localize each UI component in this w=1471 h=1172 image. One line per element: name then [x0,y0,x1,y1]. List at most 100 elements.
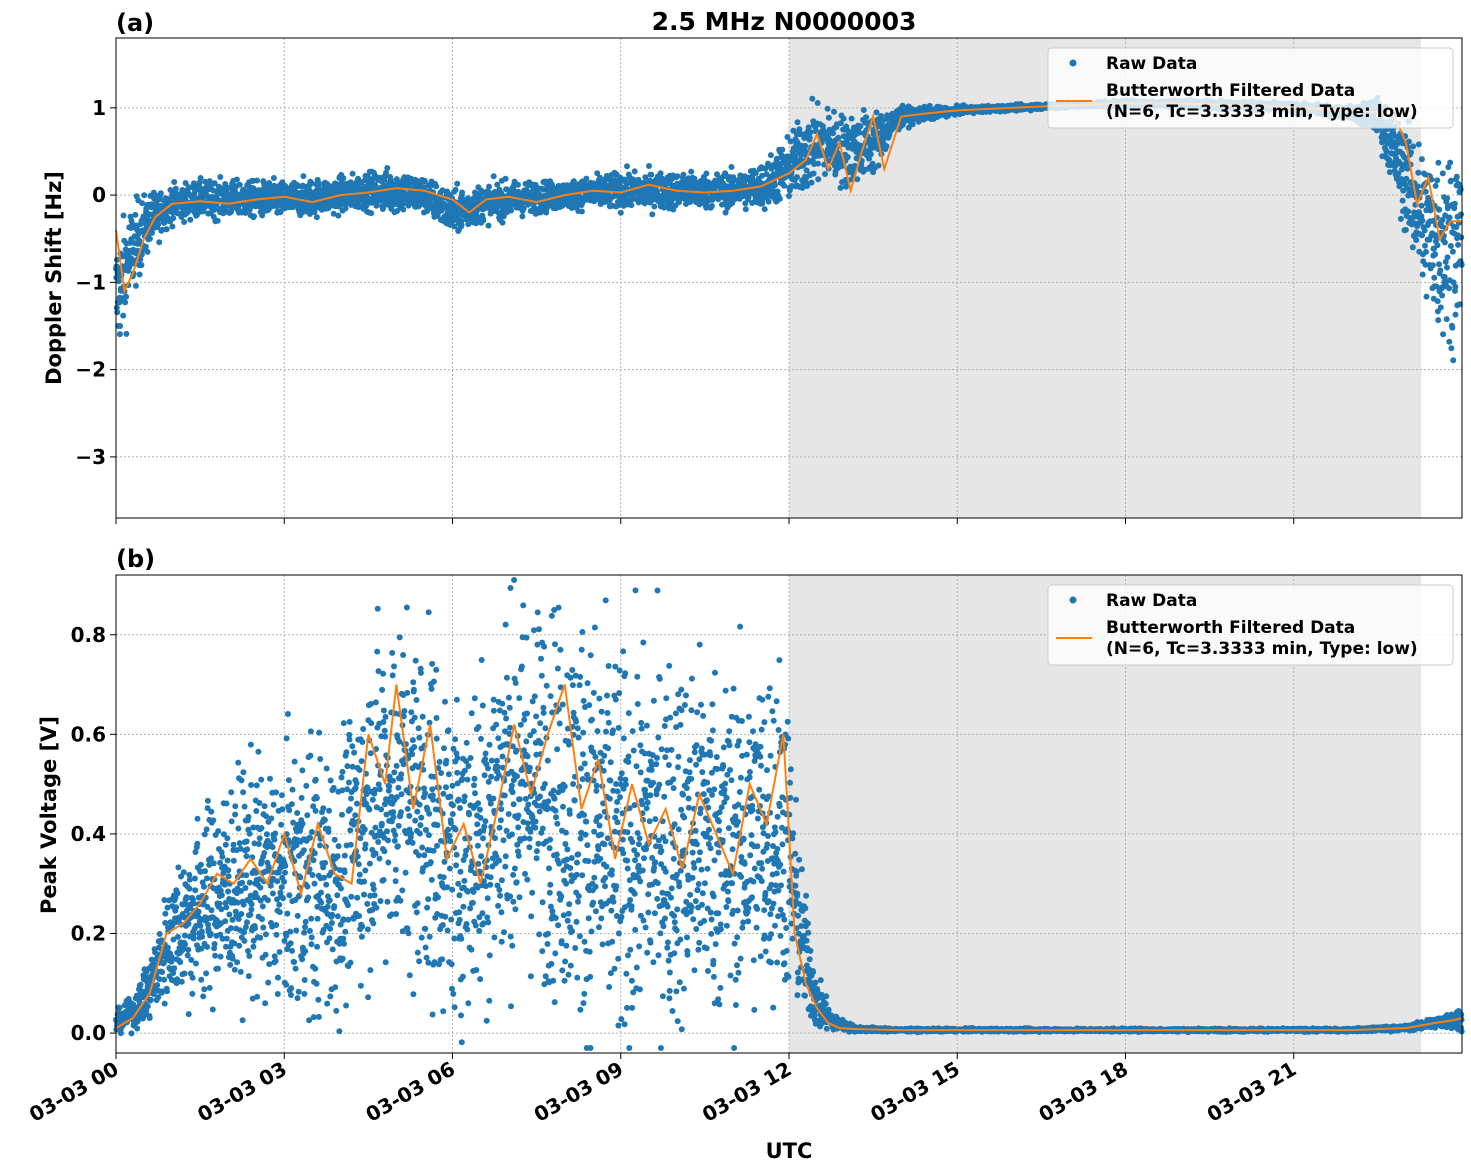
raw-data-point [156,239,163,246]
raw-data-point [254,177,261,184]
raw-data-point [132,211,139,218]
raw-data-point [259,212,266,219]
raw-data-point [806,134,813,141]
raw-data-point [786,193,792,199]
raw-data-point [330,210,337,217]
raw-data-point [117,323,124,329]
raw-data-point [197,175,204,181]
raw-data-point [883,143,890,150]
raw-data-point [810,170,817,177]
raw-data-point [236,181,243,188]
raw-data-point [217,174,224,180]
raw-data-point [155,221,162,228]
raw-data-point [703,170,710,177]
raw-data-point [187,184,193,191]
raw-data-point [458,222,465,228]
raw-data-point [624,163,630,170]
raw-data-point [211,206,218,213]
raw-data-point [459,189,466,196]
raw-data-point [631,168,638,175]
raw-data-point [728,164,735,170]
raw-data-point [313,214,320,221]
raw-data-point [196,179,203,186]
raw-data-point [814,100,821,106]
raw-data-point [222,181,229,187]
raw-data-point [657,170,664,177]
raw-data-point [848,115,855,122]
raw-data-point [206,178,213,185]
raw-data-point [761,206,768,213]
raw-data-point [773,155,780,162]
raw-data-point [860,107,867,113]
raw-data-point [772,182,778,189]
raw-data-point [308,180,315,187]
raw-data-point [508,207,514,214]
raw-data-point [499,219,506,226]
raw-data-point [815,160,821,167]
raw-data-point [149,229,155,236]
raw-data-point [794,174,800,181]
raw-data-point [169,223,176,230]
raw-data-point [648,171,655,178]
raw-data-point [794,119,801,126]
raw-data-point [400,206,407,213]
raw-data-point [349,170,356,177]
raw-data-point [863,114,870,121]
raw-data-point [502,175,509,182]
raw-data-point [480,217,487,224]
raw-data-point [163,226,170,233]
raw-data-point [120,212,127,219]
raw-data-point [515,181,521,188]
raw-data-point [583,175,590,182]
raw-data-point [490,173,497,180]
raw-data-point [867,151,874,158]
raw-data-point [120,312,127,319]
raw-data-point [802,142,809,149]
raw-data-point [311,209,318,215]
raw-data-point [172,185,179,192]
raw-data-point [157,190,164,197]
raw-data-point [315,182,322,189]
raw-data-point [781,182,788,189]
raw-data-point [835,134,842,141]
raw-data-point [807,129,814,136]
raw-data-point [473,220,480,227]
raw-data-point [433,183,440,190]
raw-data-point [122,299,129,306]
raw-data-point [486,183,492,190]
raw-data-point [113,304,120,311]
raw-data-point [844,154,851,160]
raw-data-point [454,180,461,187]
raw-data-point [182,180,189,186]
raw-data-point [680,171,687,178]
raw-data-point [825,114,832,121]
raw-data-point [138,262,145,268]
raw-data-point [142,243,149,250]
raw-data-point [214,217,221,224]
raw-data-point [875,162,882,169]
raw-data-point [688,168,695,175]
raw-data-point [840,115,847,122]
raw-data-point [857,123,864,130]
raw-data-point [708,203,715,209]
raw-data-point [277,208,284,215]
raw-data-point [335,212,342,219]
raw-data-point [646,163,652,169]
panel-a-doppler: −3−2−101 (a) Doppler Shift [Hz] 2.5 MHz … [42,7,1465,524]
raw-data-point [181,219,188,225]
raw-data-point [878,113,885,119]
raw-data-point [342,205,349,212]
raw-data-point [578,208,585,215]
raw-data-point [187,216,194,223]
raw-data-point [837,184,844,191]
raw-data-point [340,175,347,182]
raw-data-point [368,210,375,217]
raw-data-point [167,187,174,193]
raw-data-point [132,282,139,289]
raw-data-point [824,105,831,112]
raw-data-point [617,209,624,216]
raw-data-point [767,152,774,159]
raw-data-point [170,215,177,222]
raw-data-point [233,176,240,183]
